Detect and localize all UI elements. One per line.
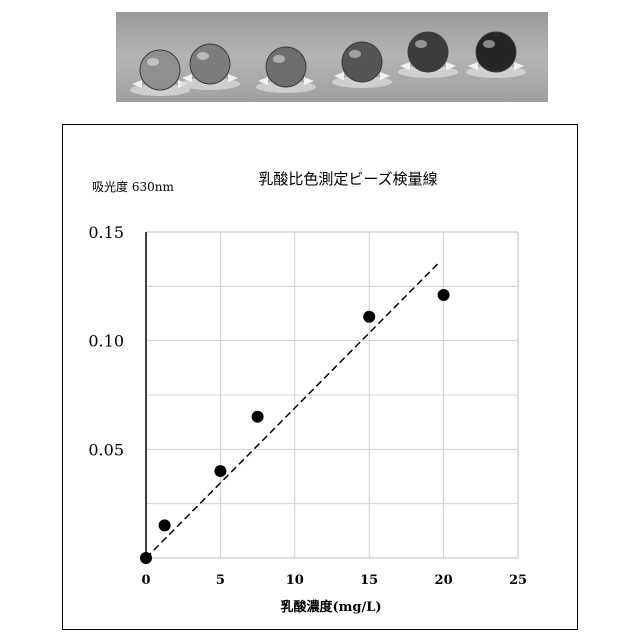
y-axis-label: 吸光度 630nm <box>92 179 174 194</box>
chart-title: 乳酸比色測定ビーズ検量線 <box>258 170 437 188</box>
y-tick-label: 0.10 <box>88 332 124 351</box>
y-tick-label: 0.05 <box>88 440 124 459</box>
data-point <box>159 519 171 531</box>
x-axis-label: 乳酸濃度(mg/L) <box>280 599 381 615</box>
trendline-group <box>146 262 439 558</box>
x-tick-label: 0 <box>141 573 150 588</box>
data-point <box>363 311 375 323</box>
data-point <box>438 289 450 301</box>
data-point <box>140 552 152 564</box>
data-point <box>252 411 264 423</box>
x-tick-label: 10 <box>286 573 304 588</box>
tick-labels: 0 5 10 15 20 25 0.05 0.10 0.15 <box>88 223 527 588</box>
x-tick-label: 15 <box>360 573 378 588</box>
data-point <box>214 465 226 477</box>
x-tick-label: 20 <box>435 573 453 588</box>
grid-lines <box>146 232 518 558</box>
x-tick-label: 25 <box>509 573 527 588</box>
x-tick-label: 5 <box>216 573 225 588</box>
trendline <box>146 262 439 558</box>
y-tick-label: 0.15 <box>88 223 124 242</box>
